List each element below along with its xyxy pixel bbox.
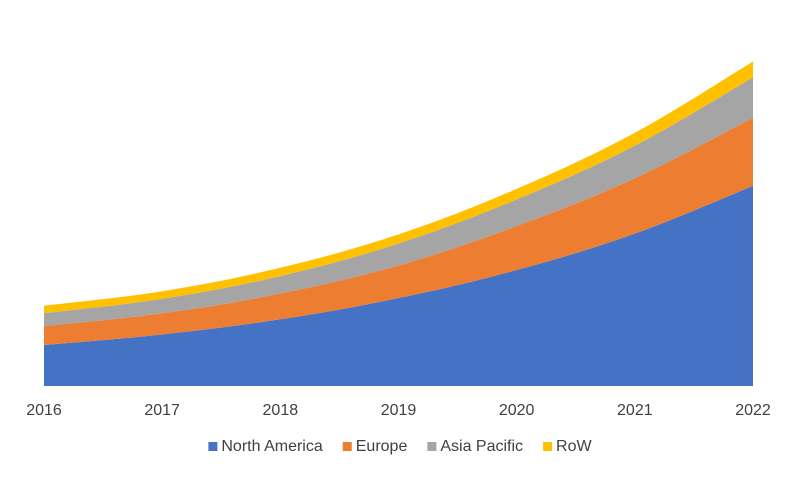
- x-tick-label: 2019: [381, 402, 417, 419]
- legend-swatch-europe: [342, 442, 352, 451]
- legend-label-north-america: North America: [221, 438, 322, 455]
- legend-label-asia-pacific: Asia Pacific: [440, 438, 523, 455]
- x-tick-label: 2018: [263, 402, 299, 419]
- legend-label-row: RoW: [556, 438, 592, 455]
- legend: North America Europe Asia Pacific RoW: [208, 438, 593, 455]
- area-europe: [44, 117, 753, 346]
- legend-swatch-north-america: [208, 442, 218, 451]
- x-tick-label: 2021: [617, 402, 653, 419]
- x-tick-label: 2017: [144, 402, 180, 419]
- x-tick-label: 2022: [735, 402, 771, 419]
- legend-swatch-row: [543, 442, 553, 451]
- legend-swatch-asia-pacific: [427, 442, 437, 451]
- area-north-america: [44, 185, 753, 386]
- legend-label-europe: Europe: [356, 438, 408, 455]
- x-axis: 2016 2017 2018 2019 2020 2021 2022: [26, 402, 771, 419]
- x-tick-label: 2016: [26, 402, 62, 419]
- x-tick-label: 2020: [499, 402, 535, 419]
- plot-area: [44, 61, 753, 386]
